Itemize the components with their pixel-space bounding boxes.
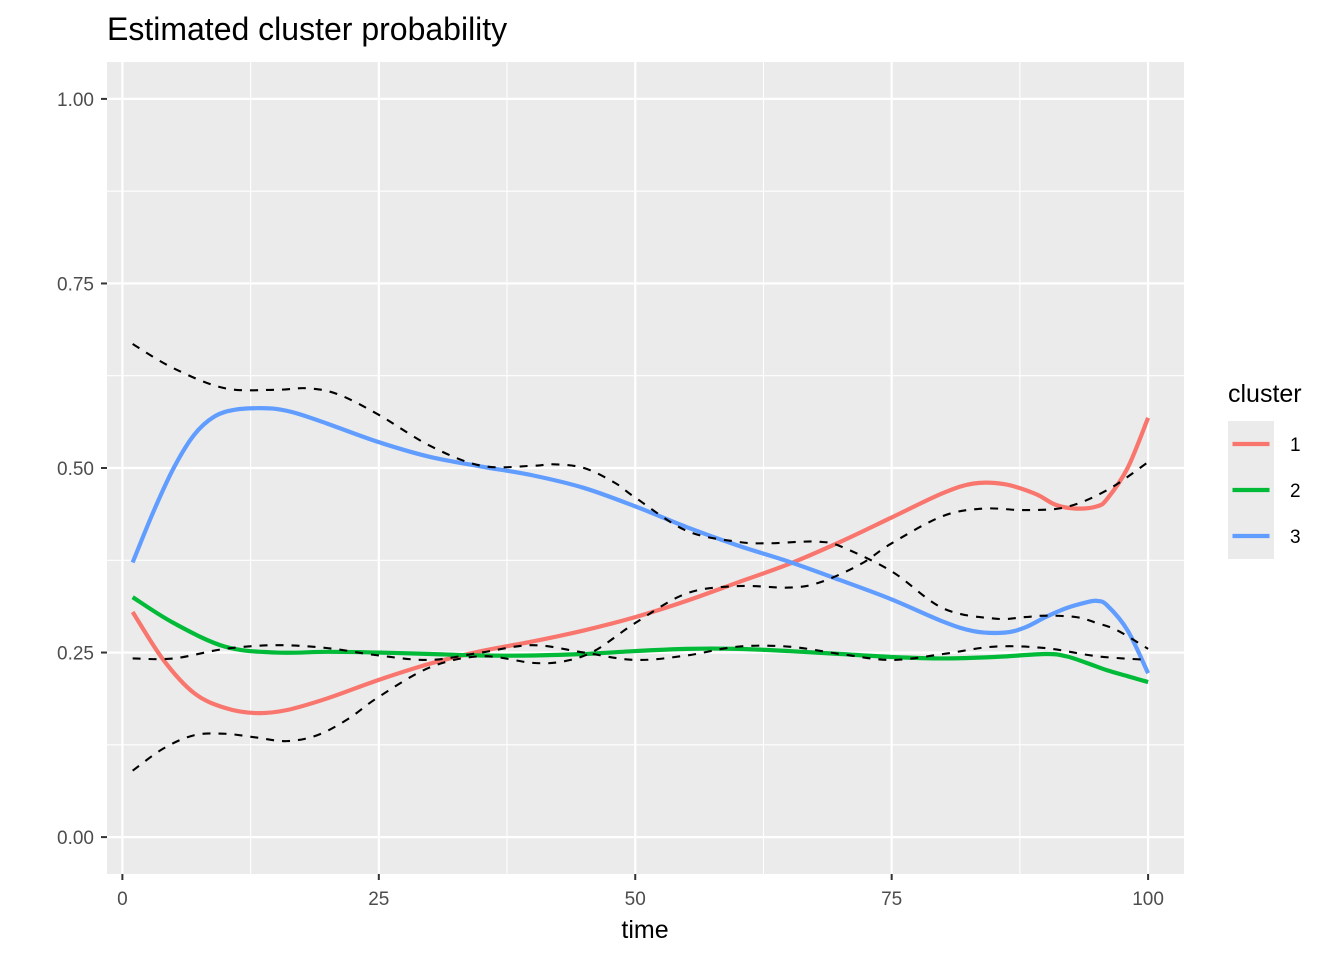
x-tick-label: 25 <box>368 889 389 910</box>
series-line-dashed-1 <box>132 343 1149 650</box>
series-layer <box>130 343 1151 772</box>
series-line-cluster-3 <box>130 406 1150 675</box>
x-tick-label: 75 <box>881 889 902 910</box>
x-tick-label: 0 <box>117 889 128 910</box>
legend-keys: 1 2 3 <box>1228 421 1301 559</box>
x-axis-title: time <box>621 916 668 944</box>
series-line-cluster-2 <box>131 595 1149 685</box>
legend-title: cluster <box>1228 380 1302 408</box>
x-tick-label: 50 <box>625 889 646 910</box>
x-axis: 0 25 50 75 100 <box>117 874 1164 910</box>
plot-panel <box>107 62 1184 874</box>
y-tick-label: 0.00 <box>57 828 94 849</box>
legend-label-cluster-3: 3 <box>1290 527 1301 548</box>
y-axis: 0.00 0.25 0.50 0.75 1.00 <box>57 90 107 849</box>
legend-label-cluster-2: 2 <box>1290 481 1301 502</box>
series-line-dashed-2 <box>132 644 1149 662</box>
legend: cluster 1 2 3 <box>1228 380 1302 559</box>
y-tick-label: 1.00 <box>57 90 94 111</box>
series-line-cluster-1 <box>130 417 1151 716</box>
chart-title: Estimated cluster probability <box>107 11 507 47</box>
legend-label-cluster-1: 1 <box>1290 435 1301 456</box>
y-tick-label: 0.50 <box>57 459 94 480</box>
y-tick-label: 0.75 <box>57 274 94 295</box>
x-tick-label: 100 <box>1132 889 1164 910</box>
y-tick-label: 0.25 <box>57 644 94 665</box>
